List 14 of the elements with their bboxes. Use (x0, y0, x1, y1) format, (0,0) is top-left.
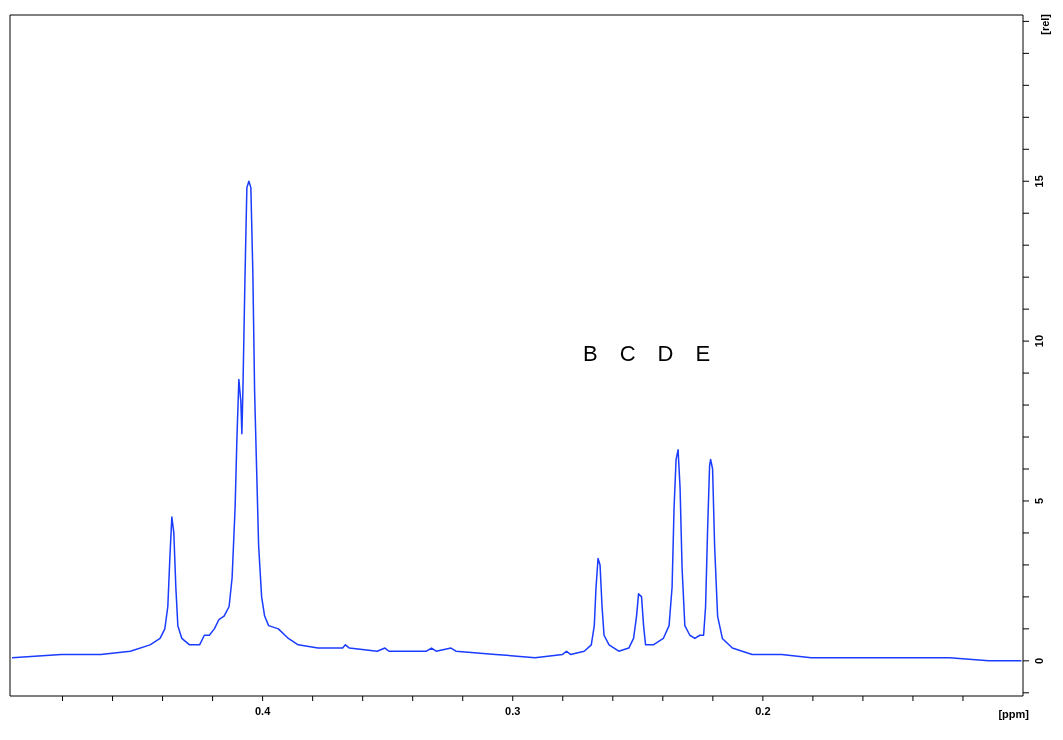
y-axis-title: [rel] (1039, 14, 1051, 35)
annotation: E (695, 341, 711, 367)
y-tick-label: 5 (1033, 497, 1045, 505)
y-tick-label: 0 (1033, 657, 1045, 664)
x-tick-label: 0.4 (254, 705, 272, 717)
x-axis-title: [ppm] (998, 708, 1029, 720)
annotation: C (619, 341, 636, 367)
x-tick-label: 0.2 (755, 705, 771, 717)
y-tick-label: 10 (1033, 334, 1045, 348)
y-tick-label: 15 (1033, 175, 1045, 188)
annotation: B (583, 341, 598, 367)
line-series (11, 180, 1023, 662)
x-tick-label: 0.3 (505, 705, 521, 717)
annotation: D (657, 341, 674, 367)
